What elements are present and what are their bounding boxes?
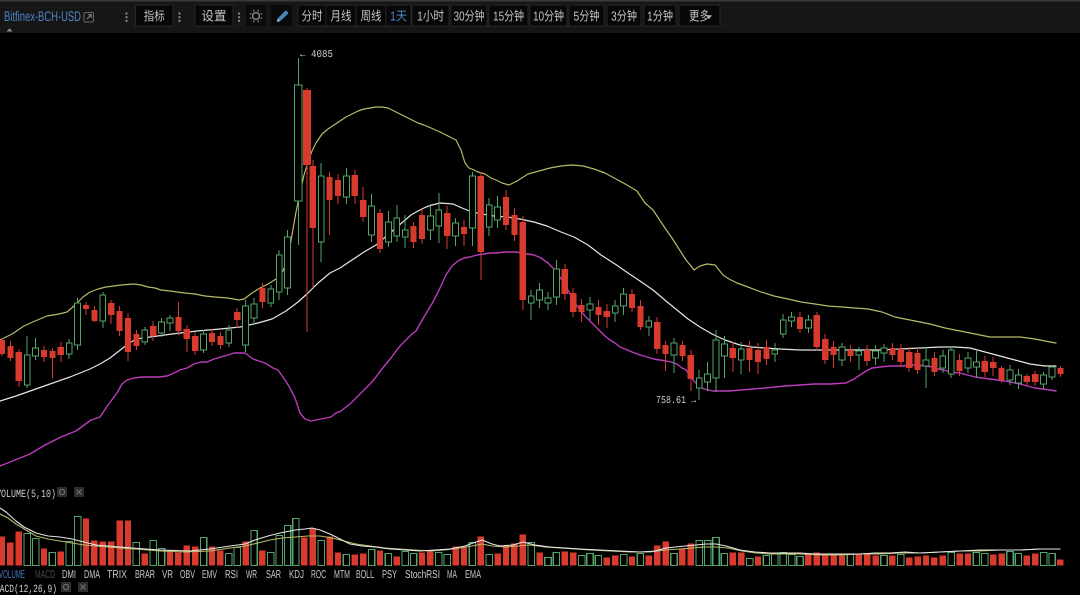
svg-text:DMA: DMA — [84, 569, 100, 581]
svg-text:MTM: MTM — [334, 569, 350, 581]
svg-text:KDJ: KDJ — [289, 569, 304, 581]
svg-text:DMI: DMI — [62, 569, 76, 581]
svg-text:Bitfinex-BCH-USD: Bitfinex-BCH-USD — [4, 8, 81, 24]
svg-text:RSI: RSI — [225, 569, 238, 581]
svg-text:ROC: ROC — [311, 569, 326, 581]
svg-text:VOLUME(5,10): VOLUME(5,10) — [0, 489, 56, 501]
svg-text:MACD: MACD — [35, 569, 55, 581]
svg-text:BOLL: BOLL — [356, 569, 374, 581]
svg-text:EMV: EMV — [202, 569, 217, 581]
svg-text:EMA: EMA — [465, 569, 481, 581]
svg-text:← 4085: ← 4085 — [300, 49, 333, 61]
svg-text:BRAR: BRAR — [135, 569, 155, 581]
svg-text:PSY: PSY — [382, 569, 397, 581]
svg-text:MA: MA — [447, 569, 457, 581]
svg-text:WR: WR — [246, 569, 257, 581]
svg-text:SAR: SAR — [266, 569, 281, 581]
svg-text:MACD(12,26,9): MACD(12,26,9) — [0, 584, 57, 595]
svg-text:VOLUME: VOLUME — [0, 569, 25, 581]
svg-text:OBV: OBV — [180, 569, 195, 581]
svg-text:StochRSI: StochRSI — [405, 569, 440, 581]
svg-text:TRIX: TRIX — [107, 569, 127, 581]
svg-text:758.61 →: 758.61 → — [656, 395, 697, 407]
svg-text:VR: VR — [162, 569, 173, 581]
